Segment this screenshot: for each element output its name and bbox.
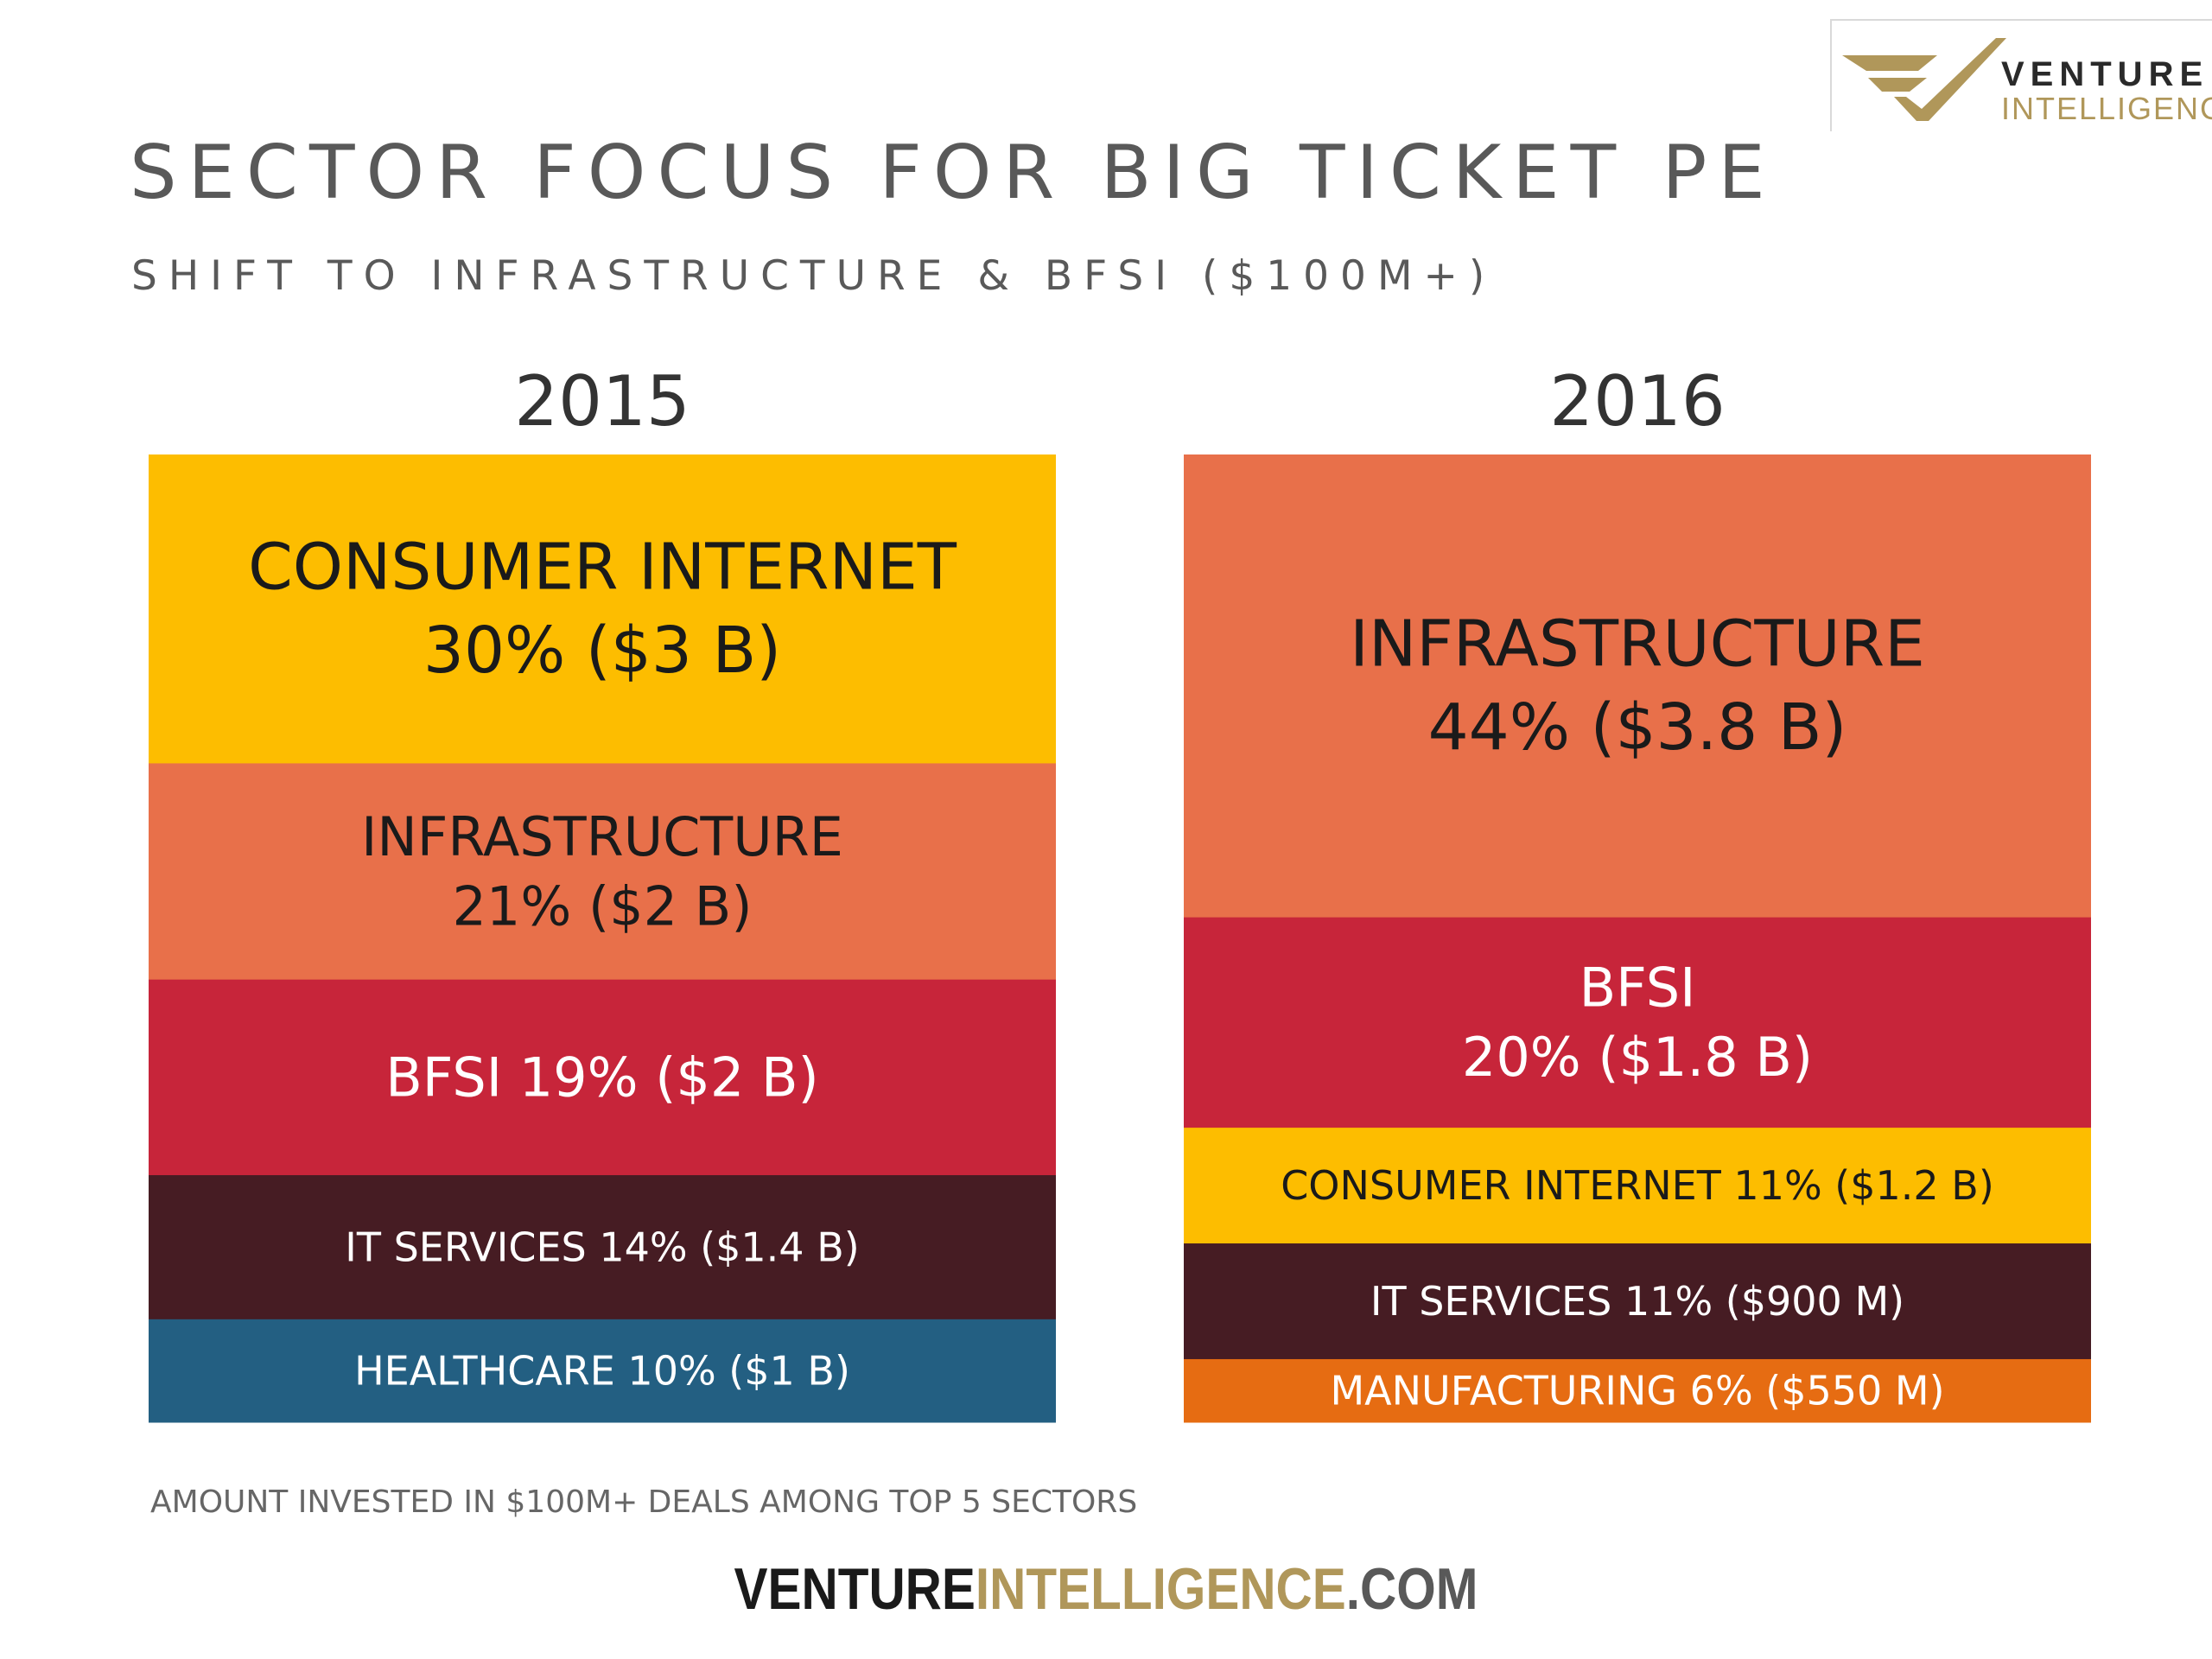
bar-segment-label-2015-5-1: HEALTHCARE 10% ($1 B) (354, 1347, 850, 1394)
logo-word-intelligence: INTELLIGENCE (2001, 91, 2212, 126)
bar-segment-label-2015-3-1: BFSI 19% ($2 B) (385, 1046, 818, 1109)
bar-segment-2015-3 (149, 979, 1056, 1176)
bar-segment-2016-1 (1184, 454, 2091, 918)
chart-footnote: AMOUNT INVESTED IN $100M+ DEALS AMONG TO… (150, 1484, 1138, 1520)
bar-segment-label-2016-3-1: CONSUMER INTERNET 11% ($1.2 B) (1281, 1162, 1994, 1209)
footer-brand-part1: VENTURE (734, 1556, 976, 1622)
footer-brand-part2: INTELLIGENCE (975, 1556, 1346, 1622)
bar-segment-2015-1 (149, 454, 1056, 764)
venture-intelligence-logo: VENTURE INTELLIGENCE (1830, 19, 2212, 131)
bar-segment-2016-3 (1184, 1128, 2091, 1244)
page-title: SECTOR FOCUS FOR BIG TICKET PE (130, 130, 1777, 216)
footer-brand-part3: .COM (1345, 1556, 1478, 1622)
bar-segment-label-2016-4-1: IT SERVICES 11% ($900 M) (1370, 1278, 1904, 1325)
bar-segment-2015-5 (149, 1319, 1056, 1423)
bar-segment-label-2015-1-1: CONSUMER INTERNET (248, 531, 957, 605)
logo-v-mark-icon (1842, 38, 2006, 121)
logo-word-venture: VENTURE (2001, 55, 2209, 93)
bar-segment-label-2016-5-1: MANUFACTURING 6% ($550 M) (1330, 1367, 1944, 1414)
bar-segment-label-2015-1-2: 30% ($3 B) (423, 613, 781, 688)
bar-segment-label-2016-1-1: INFRASTRUCTURE (1350, 607, 1925, 682)
bar-segment-label-2016-2-2: 20% ($1.8 B) (1462, 1026, 1813, 1089)
footer-brand: VENTUREINTELLIGENCE.COM (155, 1555, 2057, 1623)
bar-segment-label-2016-2-1: BFSI (1580, 957, 1696, 1020)
chart-title-2016: 2016 (1549, 361, 1726, 442)
bar-segment-label-2015-2-1: INFRASTRUCTURE (361, 805, 843, 868)
bar-segment-label-2015-4-1: IT SERVICES 14% ($1.4 B) (345, 1224, 859, 1270)
bar-segment-2016-2 (1184, 917, 2091, 1128)
chart-title-2015: 2015 (514, 361, 690, 442)
bar-segment-2016-5 (1184, 1358, 2091, 1423)
bar-segment-label-2016-1-2: 44% ($3.8 B) (1428, 690, 1847, 765)
bar-segment-2015-2 (149, 763, 1056, 981)
bar-segment-2016-4 (1184, 1243, 2091, 1360)
bar-segment-2015-4 (149, 1175, 1056, 1320)
bar-segment-label-2015-2-2: 21% ($2 B) (452, 874, 752, 938)
page-subtitle: SHIFT TO INFRASTRUCTURE & BFSI ($100M+) (131, 252, 1497, 300)
